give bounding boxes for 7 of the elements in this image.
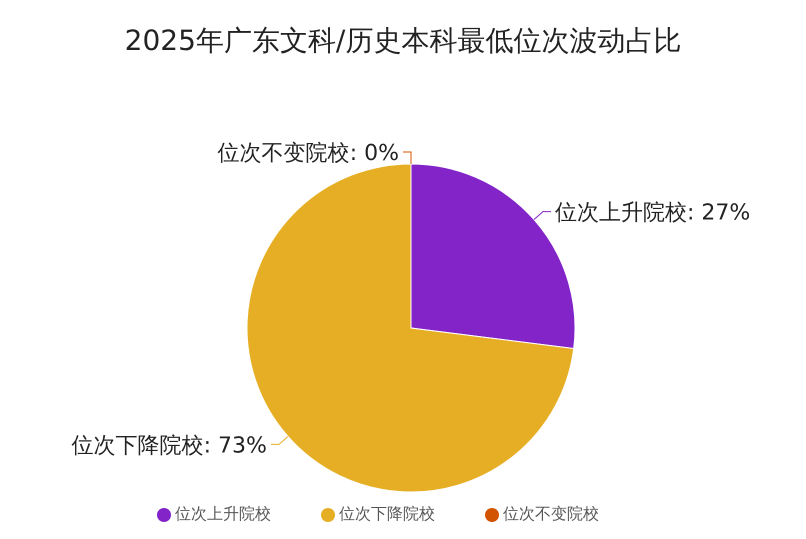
- legend-label: 位次下降院校: [339, 504, 435, 523]
- text: 位次不变院校: 0%: [218, 141, 399, 166]
- legend-label: 位次不变院校: [503, 504, 599, 523]
- legend-label: 位次上升院校: [175, 504, 271, 523]
- data-label: 位次上升院校: 27%: [555, 200, 750, 226]
- data-label: 位次下降院校: 73%: [72, 433, 267, 458]
- chart-title: 2025年广东文科/历史本科最低位次波动占比: [124, 23, 682, 59]
